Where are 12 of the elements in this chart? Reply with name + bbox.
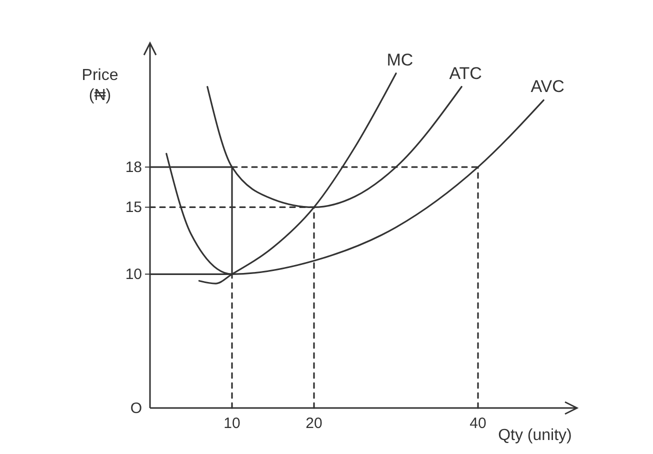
x-tick-label: 10: [224, 415, 240, 432]
x-tick-label: 40: [470, 415, 486, 432]
y-tick-label: 15: [125, 199, 142, 216]
y-axis-title: Price (₦): [82, 67, 118, 104]
series-label: MC: [386, 50, 414, 70]
series-label: AVC: [530, 77, 564, 96]
y-tick-label: O: [130, 400, 142, 417]
x-axis-title: Qty (unity): [498, 427, 572, 444]
series-label: ATC: [449, 64, 482, 83]
y-tick-label: 18: [125, 159, 142, 176]
y-tick-label: 10: [125, 266, 142, 284]
x-tick-label: 20: [306, 415, 322, 432]
